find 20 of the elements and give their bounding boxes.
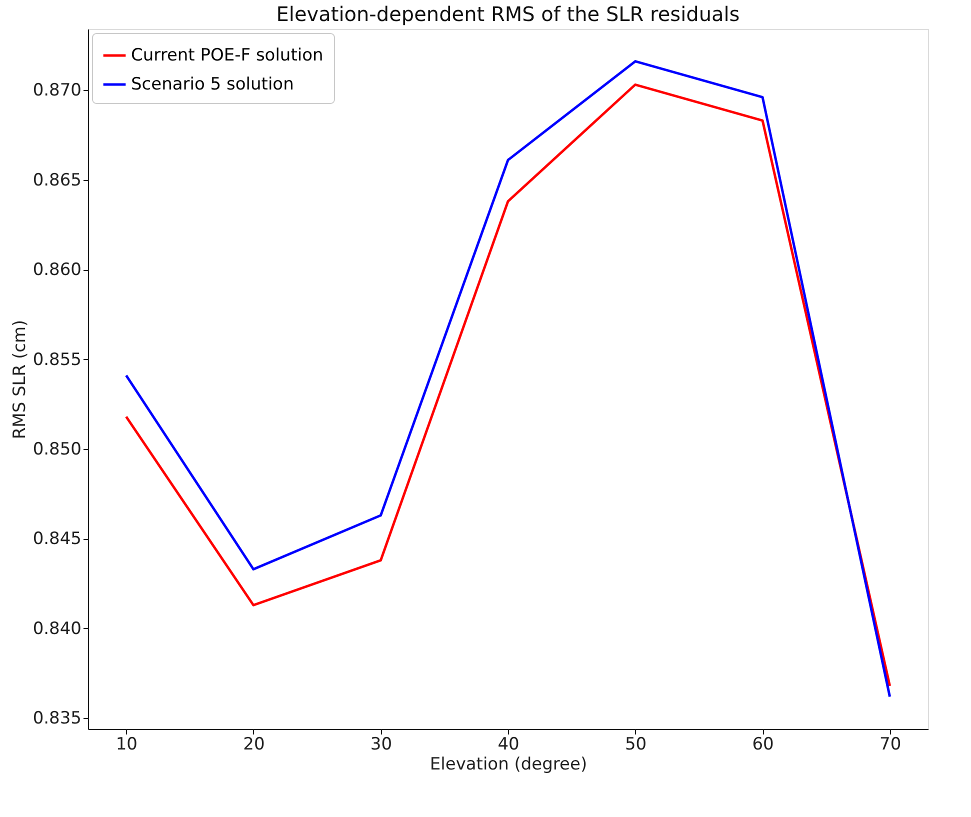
legend-label: Scenario 5 solution [131, 74, 294, 94]
y-tick-label: 0.860 [32, 260, 82, 280]
x-tick-label: 40 [498, 734, 520, 754]
x-tick-label: 50 [624, 734, 647, 754]
x-tick-label: 10 [116, 734, 138, 754]
y-tick-label: 0.865 [32, 170, 82, 190]
x-tick-label: 70 [880, 734, 902, 754]
x-tick-label: 20 [243, 734, 265, 754]
x-tick-label: 60 [752, 734, 774, 754]
y-tick-label: 0.845 [32, 529, 82, 550]
y-tick-label: 0.870 [32, 80, 82, 101]
y-tick-label: 0.840 [32, 618, 82, 639]
y-tick-label: 0.835 [32, 708, 82, 729]
chart-title: Elevation-dependent RMS of the SLR residuals [276, 2, 740, 26]
legend-label: Current POE-F solution [131, 46, 324, 66]
y-tick-label: 0.855 [32, 350, 82, 370]
x-axis-title: Elevation (degree) [430, 754, 588, 774]
y-axis-title: RMS SLR (cm) [10, 320, 30, 440]
x-tick-label: 30 [370, 734, 392, 754]
y-tick-label: 0.850 [32, 440, 82, 460]
